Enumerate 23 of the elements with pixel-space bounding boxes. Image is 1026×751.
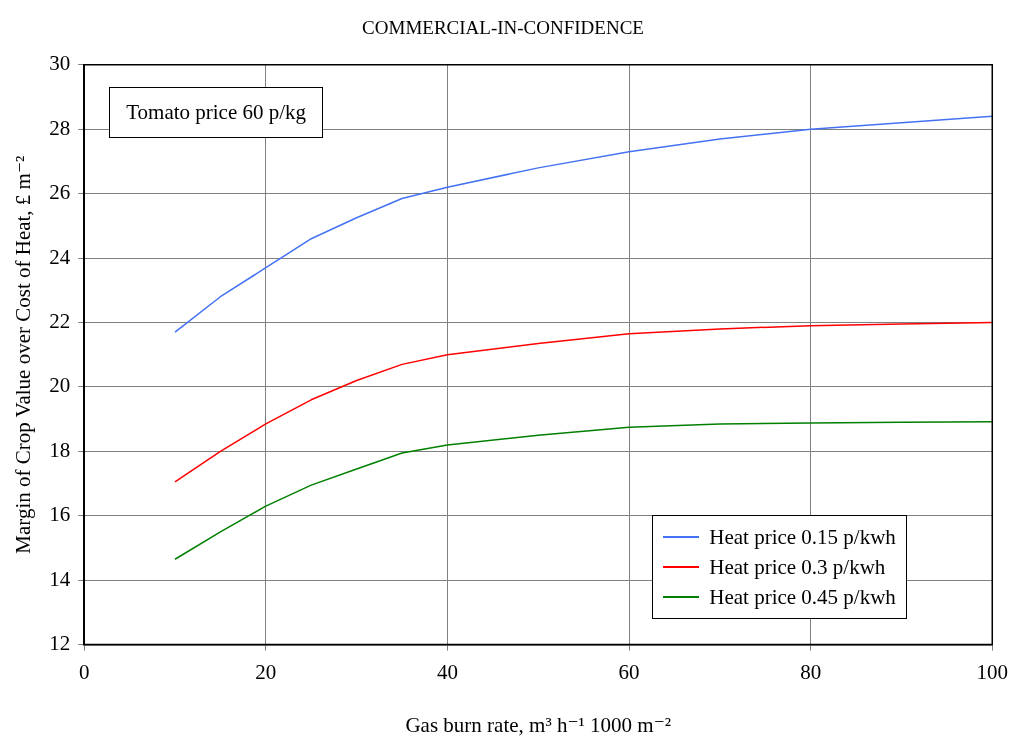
y-tick-label: 12: [49, 631, 71, 656]
y-axis-title: Margin of Crop Value over Cost of Heat, £ m⁻²: [11, 155, 36, 554]
x-tick-label: 80: [800, 659, 822, 684]
legend-label: Heat price 0.15 p/kwh: [709, 523, 896, 551]
x-tick-label: 40: [436, 659, 458, 684]
chart-title: COMMERCIAL-IN-CONFIDENCE: [362, 17, 644, 39]
y-tick-label: 24: [49, 244, 71, 269]
y-tick-label: 16: [49, 502, 71, 527]
y-tick-label: 20: [49, 373, 71, 398]
y-tick-label: 26: [49, 180, 71, 205]
x-tick-label: 20: [255, 659, 277, 684]
x-tick-label: 100: [976, 659, 1008, 684]
y-tick-label: 30: [49, 51, 71, 76]
y-tick-label: 14: [49, 566, 71, 591]
legend-label: Heat price 0.3 p/kwh: [709, 553, 886, 581]
x-tick-label: 0: [78, 659, 90, 684]
y-tick-label: 22: [49, 309, 71, 333]
y-tick-label: 28: [49, 115, 71, 140]
x-axis-title: Gas burn rate, m³ h⁻¹ 1000 m⁻²: [405, 712, 672, 737]
x-tick-label: 60: [618, 659, 640, 684]
legend-label: Heat price 0.45 p/kwh: [709, 583, 896, 611]
annotation: Tomato price 60 p/kg: [109, 86, 324, 138]
y-tick-label: 18: [49, 437, 71, 462]
